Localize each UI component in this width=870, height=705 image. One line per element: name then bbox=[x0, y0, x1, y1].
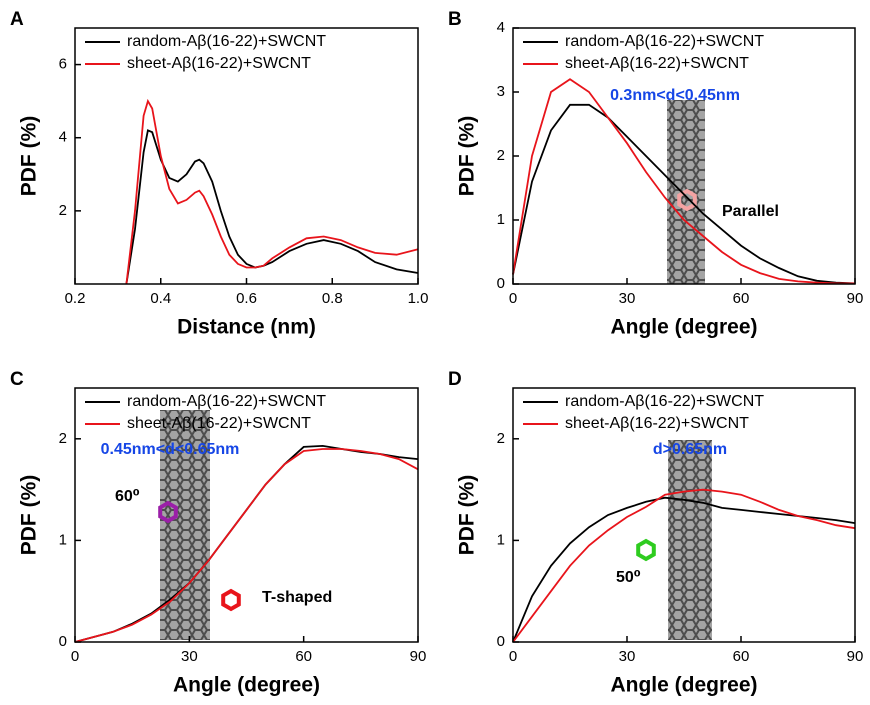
plot-frame bbox=[74, 27, 419, 285]
y-tick-label: 2 bbox=[59, 430, 67, 447]
y-tick-label: 0 bbox=[497, 633, 505, 650]
panel: A 0.2 0.4 0.6 0.8 1.0 2 4 6 random-Aβ(16-22)+SWCN… bbox=[10, 9, 428, 339]
y-tick-label: 1 bbox=[497, 531, 505, 548]
molecule bbox=[221, 588, 241, 612]
x-tick-label: 0.2 bbox=[65, 290, 86, 307]
legend-label: sheet-Aβ(16-22)+SWCNT bbox=[127, 415, 311, 432]
y-axis-label: PDF (%) bbox=[18, 475, 41, 556]
data-line bbox=[512, 488, 856, 643]
x-tick-label: 90 bbox=[847, 648, 864, 665]
legend-label: random-Aβ(16-22)+SWCNT bbox=[127, 33, 326, 50]
x-tick-label: 0 bbox=[509, 290, 517, 307]
x-tick-label: 0 bbox=[71, 648, 79, 665]
y-tick-label: 6 bbox=[59, 56, 67, 73]
x-tick-label: 0 bbox=[509, 648, 517, 665]
legend-label: sheet-Aβ(16-22)+SWCNT bbox=[565, 415, 749, 432]
panel: D 0 30 60 90 0 1 2 random-Aβ(16-22)+SWCNT sheet-A… bbox=[448, 369, 863, 697]
x-tick-label: 0.8 bbox=[322, 290, 343, 307]
y-axis-label: PDF (%) bbox=[18, 116, 41, 197]
annotation: 60⁰ bbox=[115, 488, 140, 505]
x-axis-label: Angle (degree) bbox=[173, 674, 320, 697]
x-tick-label: 90 bbox=[847, 290, 864, 307]
x-axis-label: Distance (nm) bbox=[177, 316, 316, 339]
x-tick-label: 0.4 bbox=[150, 290, 171, 307]
legend-label: random-Aβ(16-22)+SWCNT bbox=[565, 393, 764, 410]
annotation: d>0.65nm bbox=[653, 441, 727, 458]
plot-frame bbox=[512, 387, 856, 643]
x-tick-label: 90 bbox=[410, 648, 427, 665]
x-axis-label: Angle (degree) bbox=[610, 316, 757, 339]
molecule bbox=[677, 188, 697, 212]
nanotube bbox=[668, 440, 712, 640]
annotation: Parallel bbox=[722, 203, 779, 220]
plot-frame bbox=[512, 27, 856, 285]
y-tick-label: 0 bbox=[59, 633, 67, 650]
molecule bbox=[636, 538, 656, 562]
panel-label: A bbox=[10, 9, 24, 30]
panel: C 0 30 60 90 0 1 2 random-Aβ(16-22)+SWCNT sheet-A… bbox=[10, 369, 426, 697]
y-tick-label: 0 bbox=[497, 275, 505, 292]
annotation: 50⁰ bbox=[616, 569, 641, 586]
legend-label: random-Aβ(16-22)+SWCNT bbox=[565, 33, 764, 50]
plot-frame bbox=[74, 387, 419, 643]
panel-label: B bbox=[448, 9, 462, 30]
panel: B 0 30 60 90 0 1 2 3 4 random-Aβ(16-22)+SWCNT sheet… bbox=[448, 9, 863, 339]
annotation: 0.3nm<d<0.45nm bbox=[610, 87, 740, 104]
y-tick-label: 4 bbox=[497, 19, 505, 36]
legend-label: sheet-Aβ(16-22)+SWCNT bbox=[127, 55, 311, 72]
legend-label: random-Aβ(16-22)+SWCNT bbox=[127, 393, 326, 410]
panel-label: D bbox=[448, 369, 462, 390]
data-line bbox=[74, 448, 419, 643]
x-tick-label: 60 bbox=[295, 648, 312, 665]
x-tick-label: 1.0 bbox=[408, 290, 429, 307]
panel-label: C bbox=[10, 369, 24, 390]
y-tick-label: 4 bbox=[59, 129, 67, 146]
y-tick-label: 2 bbox=[497, 147, 505, 164]
legend-label: sheet-Aβ(16-22)+SWCNT bbox=[565, 55, 749, 72]
y-tick-label: 2 bbox=[59, 202, 67, 219]
y-axis-label: PDF (%) bbox=[456, 475, 479, 556]
x-tick-label: 30 bbox=[619, 290, 636, 307]
data-line bbox=[125, 129, 419, 285]
molecule bbox=[158, 500, 178, 524]
x-tick-label: 30 bbox=[181, 648, 198, 665]
x-tick-label: 0.6 bbox=[236, 290, 257, 307]
x-tick-label: 60 bbox=[733, 648, 750, 665]
y-tick-label: 1 bbox=[497, 211, 505, 228]
x-tick-label: 60 bbox=[733, 290, 750, 307]
y-tick-label: 2 bbox=[497, 430, 505, 447]
annotation: T-shaped bbox=[262, 589, 332, 606]
y-tick-label: 1 bbox=[59, 531, 67, 548]
data-line bbox=[74, 444, 419, 643]
data-line bbox=[512, 103, 856, 285]
y-tick-label: 3 bbox=[497, 83, 505, 100]
x-tick-label: 30 bbox=[619, 648, 636, 665]
annotation: 0.45nm<d<0.65nm bbox=[101, 441, 240, 458]
data-line bbox=[125, 98, 419, 285]
data-line bbox=[512, 78, 855, 285]
x-axis-label: Angle (degree) bbox=[610, 674, 757, 697]
y-axis-label: PDF (%) bbox=[456, 116, 479, 197]
